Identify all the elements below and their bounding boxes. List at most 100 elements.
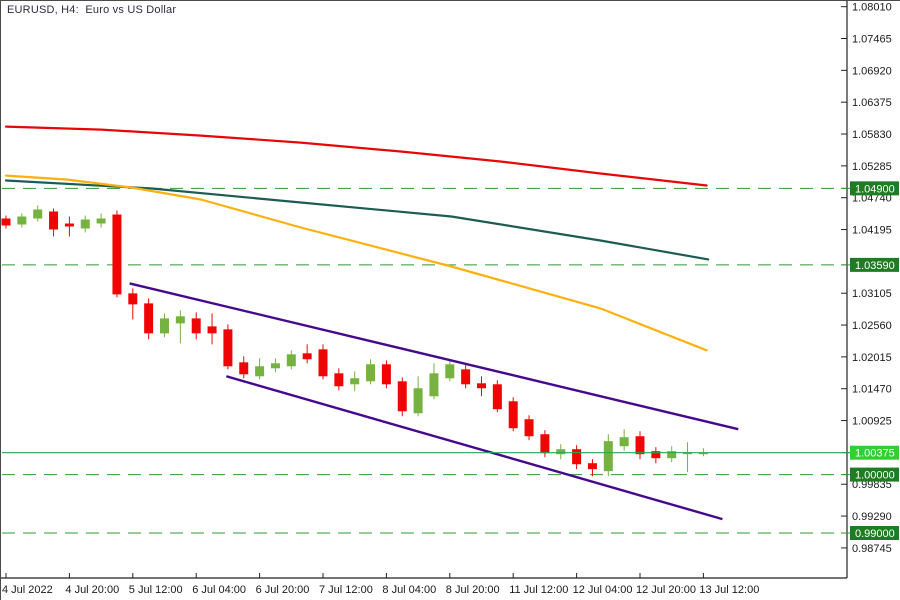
- current-price-badge-label: 1.00375: [855, 448, 895, 460]
- candle-body: [175, 316, 185, 324]
- candle-bear: [49, 208, 59, 237]
- candle-body: [350, 378, 360, 385]
- price-axis-label: 1.02560: [852, 320, 892, 332]
- candle-body: [160, 318, 169, 334]
- time-axis-label: 6 Jul 20:00: [256, 584, 310, 596]
- candle-body: [366, 364, 376, 382]
- candle-bull: [270, 358, 280, 373]
- candle-body: [1, 218, 11, 226]
- candle-bear: [128, 288, 138, 320]
- price-axis-label: 1.06375: [852, 97, 892, 109]
- time-axis-label: 12 Jul 20:00: [636, 584, 696, 596]
- price-axis-label: 1.04740: [852, 193, 892, 205]
- candle-body: [603, 441, 613, 472]
- candle-body: [64, 223, 74, 227]
- price-axis-label: 1.02015: [852, 352, 892, 364]
- ma-slow-red-line: [4, 125, 708, 187]
- price-level-badge: [850, 526, 899, 541]
- candle-bear: [587, 459, 597, 477]
- candle-bear: [524, 415, 534, 441]
- candle-bull: [350, 371, 360, 392]
- candle-body: [651, 451, 661, 459]
- candle-bear: [651, 447, 661, 464]
- candle-bear: [144, 298, 154, 340]
- candle-bear: [572, 445, 582, 470]
- candle-bull: [429, 363, 439, 400]
- price-level-badge: [850, 467, 899, 482]
- candle-bear: [302, 344, 312, 364]
- current-price-badge: [850, 445, 899, 460]
- candle-bear: [239, 356, 249, 379]
- candle-body: [191, 318, 201, 334]
- price-axis-label: 1.06920: [852, 65, 892, 77]
- candle-body: [445, 364, 455, 379]
- time-axis-label: 13 Jul 12:00: [699, 584, 759, 596]
- candle-bear: [1, 215, 11, 229]
- time-axis-label: 5 Jul 12:00: [129, 584, 183, 596]
- channel-lower-line[interactable]: [225, 375, 723, 521]
- channel-upper-line[interactable]: [129, 282, 739, 431]
- price-level-badge-label: 1.00000: [855, 470, 895, 482]
- candle-body: [508, 401, 518, 429]
- price-axis-label: 1.08010: [852, 2, 892, 14]
- candle-bull: [619, 429, 629, 451]
- candle-bear: [223, 324, 233, 370]
- candle-body: [270, 363, 280, 369]
- time-axis-label: 4 Jul 20:00: [65, 584, 119, 596]
- candle-bull: [17, 213, 27, 228]
- time-axis-label: 8 Jul 20:00: [446, 584, 500, 596]
- candle-body: [96, 218, 106, 224]
- candle-bull: [413, 376, 423, 417]
- candle-body: [49, 211, 59, 230]
- candle-body: [112, 214, 122, 295]
- candle-bear: [64, 216, 74, 237]
- candle-body: [80, 219, 90, 229]
- candle-body: [302, 353, 312, 360]
- price-axis-label: 1.00925: [852, 416, 892, 428]
- candle-body: [619, 437, 629, 447]
- price-axis-label: 1.05285: [852, 161, 892, 173]
- candle-body: [128, 293, 138, 305]
- time-axis-label: 12 Jul 04:00: [573, 584, 633, 596]
- price-axis-label: 0.99835: [852, 479, 892, 491]
- ma-fast-orange-line: [4, 174, 708, 352]
- price-axis-label: 1.03105: [852, 288, 892, 300]
- candle-bear: [508, 397, 518, 432]
- chart-title: EURUSD, H4: Euro vs US Dollar: [7, 4, 177, 16]
- candle-bull: [160, 313, 169, 338]
- candle-body: [397, 381, 407, 412]
- candle-body: [286, 354, 296, 367]
- candle-body: [524, 419, 534, 437]
- time-axis-label: 8 Jul 04:00: [382, 584, 436, 596]
- time-axis-label: 4 Jul 2022: [2, 584, 53, 596]
- price-axis-label: 1.07465: [852, 34, 892, 46]
- price-level-badge: [850, 181, 899, 196]
- candle-body: [461, 369, 471, 385]
- candle-bear: [477, 376, 486, 397]
- candle-bull: [667, 446, 677, 463]
- price-level-badge-label: 1.04900: [855, 183, 895, 195]
- candle-bull: [603, 434, 613, 477]
- candle-bull: [255, 358, 265, 380]
- candle-bull: [445, 359, 455, 382]
- candle-body: [492, 384, 502, 410]
- candle-bull: [80, 215, 90, 233]
- candle-bear: [318, 344, 328, 380]
- candle-body: [381, 364, 391, 385]
- price-axis-label: 1.01470: [852, 384, 892, 396]
- price-axis-label: 1.04195: [852, 225, 892, 237]
- candle-body: [334, 373, 344, 387]
- candle-bear: [191, 312, 201, 340]
- candle-body: [667, 451, 677, 459]
- price-axis-label: 1.05830: [852, 129, 892, 141]
- candle-body: [17, 216, 27, 225]
- candle-body: [587, 463, 597, 470]
- candle-bull: [175, 310, 185, 344]
- candle-body: [144, 303, 154, 334]
- candle-body: [33, 209, 43, 219]
- time-axis-label: 7 Jul 12:00: [319, 584, 373, 596]
- candle-body: [635, 436, 645, 455]
- candle-body: [477, 383, 486, 389]
